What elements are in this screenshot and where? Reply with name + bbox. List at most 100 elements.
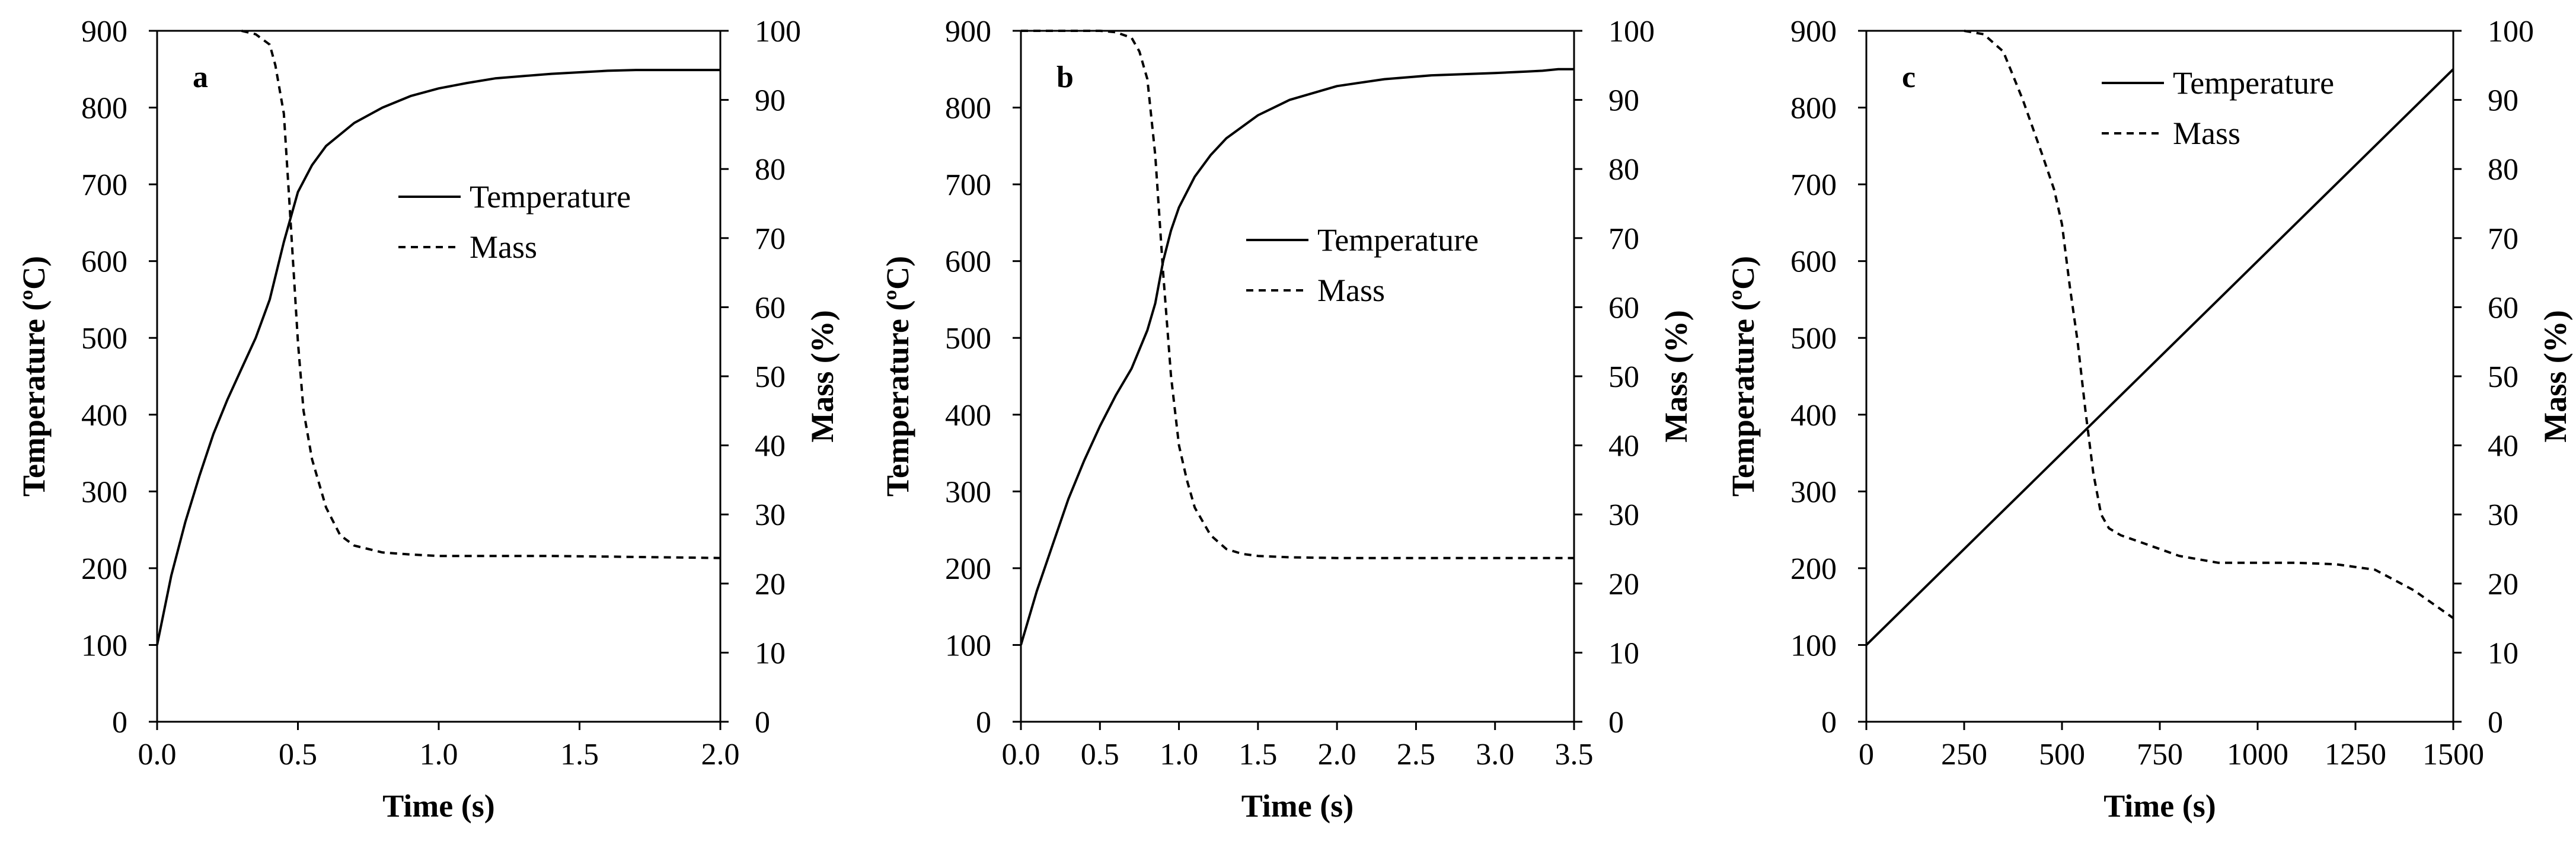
legend-label-mass: Mass xyxy=(1317,273,1385,308)
y-right-tick-label: 60 xyxy=(2488,291,2518,325)
y-right-tick-label: 60 xyxy=(1608,291,1639,325)
y-left-tick-label: 300 xyxy=(1790,475,1837,509)
y-right-tick-label: 50 xyxy=(755,360,786,394)
x-tick-label: 750 xyxy=(2137,738,2183,772)
x-tick-label: 250 xyxy=(1941,738,1987,772)
y-left-tick-label: 0 xyxy=(1821,706,1837,740)
x-axis-title: Time (s) xyxy=(1241,788,1354,824)
y-right-tick-label: 0 xyxy=(2488,706,2503,740)
y-left-tick-label: 100 xyxy=(1790,629,1837,662)
legend-label-mass: Mass xyxy=(470,229,537,265)
y-right-tick-label: 50 xyxy=(1608,360,1639,394)
y-left-tick-label: 800 xyxy=(81,92,127,126)
y-right-tick-label: 100 xyxy=(2488,15,2534,49)
y-left-tick-label: 800 xyxy=(1790,92,1837,126)
x-tick-label: 0.5 xyxy=(1081,738,1119,772)
y-left-axis-title: Temperature (ºC) xyxy=(880,256,915,497)
y-left-tick-label: 400 xyxy=(1790,399,1837,433)
x-axis-title: Time (s) xyxy=(2103,788,2216,824)
y-left-axis-title: Temperature (ºC) xyxy=(1725,256,1761,497)
chart-panel-c: 0 250 500 750 1000 1250 1500010020030040050060… xyxy=(1725,15,2573,824)
x-tick-label: 1000 xyxy=(2227,738,2288,772)
y-left-tick-label: 700 xyxy=(945,168,991,202)
x-tick-label: 0 xyxy=(1859,738,1874,772)
series-line-temperature xyxy=(156,69,720,645)
y-left-tick-label: 600 xyxy=(945,245,991,279)
y-left-tick-label: 800 xyxy=(945,92,991,126)
y-left-tick-label: 500 xyxy=(945,322,991,356)
x-tick-label: 0.0 xyxy=(1002,738,1040,772)
x-tick-label: 3.5 xyxy=(1555,738,1594,772)
y-left-tick-label: 400 xyxy=(945,399,991,433)
y-right-axis-title: Mass (%) xyxy=(1658,310,1694,442)
x-tick-label: 1250 xyxy=(2325,738,2386,772)
x-tick-label: 1500 xyxy=(2422,738,2484,772)
y-right-tick-label: 100 xyxy=(755,15,801,49)
y-right-tick-label: 70 xyxy=(1608,222,1639,256)
y-right-tick-label: 50 xyxy=(2488,360,2518,394)
chart-panel-a: 0.0 0.5 1.0 1.5 2.00100200300400500600700800… xyxy=(16,15,840,824)
y-left-axis-title: Temperature (ºC) xyxy=(16,256,52,497)
y-left-tick-label: 900 xyxy=(1790,15,1837,49)
y-right-tick-label: 10 xyxy=(1608,636,1639,670)
series-line-mass xyxy=(241,30,721,559)
x-tick-label: 2.0 xyxy=(701,738,740,772)
x-tick-label: 1.5 xyxy=(1238,738,1277,772)
y-right-tick-label: 90 xyxy=(755,84,786,118)
series-line-mass xyxy=(1964,30,2454,619)
panel-label: b xyxy=(1056,60,1074,94)
y-right-tick-label: 70 xyxy=(755,222,786,256)
x-tick-label: 2.0 xyxy=(1318,738,1356,772)
y-right-tick-label: 0 xyxy=(1608,706,1624,740)
legend-label-temperature: Temperature xyxy=(470,179,631,215)
x-tick-label: 0.0 xyxy=(138,738,177,772)
panel-label: c xyxy=(1902,60,1916,94)
x-tick-label: 0.5 xyxy=(279,738,317,772)
y-left-tick-label: 900 xyxy=(945,15,991,49)
legend-label-temperature: Temperature xyxy=(2173,65,2334,101)
y-left-tick-label: 100 xyxy=(81,629,127,662)
y-right-tick-label: 0 xyxy=(755,706,770,740)
y-left-tick-label: 300 xyxy=(81,475,127,509)
y-left-tick-label: 300 xyxy=(945,475,991,509)
y-right-tick-label: 20 xyxy=(2488,568,2518,601)
y-left-tick-label: 400 xyxy=(81,399,127,433)
plot-frame xyxy=(1020,30,1575,723)
y-right-tick-label: 10 xyxy=(755,636,786,670)
y-right-tick-label: 40 xyxy=(1608,430,1639,463)
y-left-tick-label: 700 xyxy=(1790,168,1837,202)
x-axis-title: Time (s) xyxy=(382,788,494,824)
y-right-tick-label: 90 xyxy=(2488,84,2518,118)
legend-label-temperature: Temperature xyxy=(1317,222,1479,258)
series-line-temperature xyxy=(1020,68,1574,645)
x-tick-label: 1.0 xyxy=(1160,738,1198,772)
plot-frame xyxy=(1865,30,2454,723)
y-left-tick-label: 100 xyxy=(945,629,991,662)
y-right-tick-label: 80 xyxy=(755,153,786,187)
y-right-axis-title: Mass (%) xyxy=(2537,310,2573,442)
y-right-axis-title: Mass (%) xyxy=(805,310,840,442)
legend-label-mass: Mass xyxy=(2173,116,2240,151)
y-left-tick-label: 200 xyxy=(81,552,127,586)
y-right-tick-label: 80 xyxy=(1608,153,1639,187)
chart-panel-b: 0.0 0.5 1.0 1.5 2.0 2.5 3.0 3.50100200300400500… xyxy=(880,15,1694,824)
panel-label: a xyxy=(193,60,208,94)
y-right-tick-label: 100 xyxy=(1608,15,1655,49)
y-right-tick-label: 70 xyxy=(2488,222,2518,256)
y-right-tick-label: 30 xyxy=(1608,498,1639,532)
y-left-tick-label: 700 xyxy=(81,168,127,202)
y-right-tick-label: 20 xyxy=(755,568,786,601)
y-left-tick-label: 600 xyxy=(81,245,127,279)
y-right-tick-label: 60 xyxy=(755,291,786,325)
y-left-tick-label: 600 xyxy=(1790,245,1837,279)
y-right-tick-label: 90 xyxy=(1608,84,1639,118)
x-tick-label: 1.5 xyxy=(560,738,599,772)
y-left-tick-label: 500 xyxy=(81,322,127,356)
plot-frame xyxy=(156,30,722,723)
y-left-tick-label: 200 xyxy=(1790,552,1837,586)
x-tick-label: 3.0 xyxy=(1476,738,1514,772)
series-line-temperature xyxy=(1865,68,2454,646)
y-right-tick-label: 40 xyxy=(2488,430,2518,463)
x-tick-label: 2.5 xyxy=(1397,738,1435,772)
y-right-tick-label: 30 xyxy=(2488,498,2518,532)
